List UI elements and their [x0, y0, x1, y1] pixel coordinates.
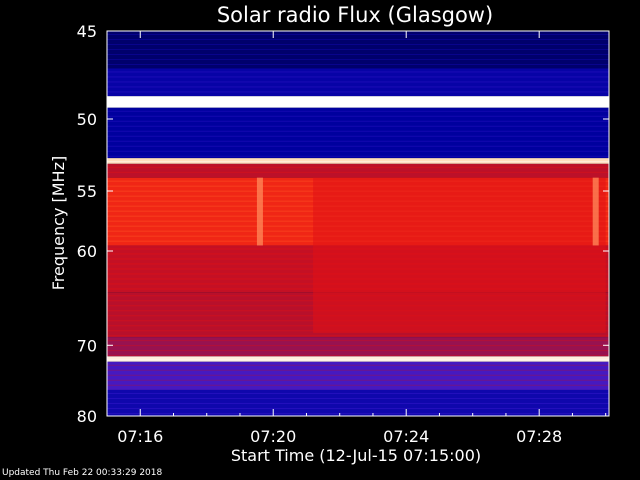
band-stripe [107, 340, 609, 342]
band-stripe [107, 350, 609, 352]
band-stripe [107, 374, 609, 376]
band-stripe [107, 369, 609, 371]
frequency-band [107, 163, 609, 178]
band-stripe [107, 145, 609, 147]
band-stripe [107, 335, 609, 337]
vertical-events [256, 177, 599, 246]
band-stripe [107, 71, 609, 73]
band-stripe [107, 54, 609, 55]
band-stripe [107, 407, 609, 409]
update-timestamp: Updated Thu Feb 22 00:33:29 2018 [2, 468, 163, 478]
enhanced-emission-region [313, 177, 606, 333]
band-stripe [107, 412, 609, 414]
band-stripe [107, 345, 609, 347]
band-stripe [107, 171, 609, 173]
x-tick-label: 07:20 [250, 427, 296, 446]
band-stripe [107, 44, 609, 45]
band-stripe [107, 91, 609, 93]
band-stripe [107, 115, 609, 117]
band-stripe [107, 140, 609, 142]
frequency-band [107, 158, 609, 164]
spectrogram-heatmap [106, 30, 610, 417]
band-stripe [107, 49, 609, 50]
band-stripe [107, 64, 609, 65]
band-stripe [107, 364, 609, 366]
enhanced-region-mark [313, 177, 606, 333]
y-tick-label: 80 [77, 407, 97, 426]
band-stripe [107, 397, 609, 399]
x-tick-label: 07:28 [516, 427, 562, 446]
plot-frame [106, 30, 610, 417]
y-tick-label: 50 [77, 110, 97, 129]
band-stripe [107, 99, 609, 101]
band-stripe [107, 39, 609, 40]
band-stripe [107, 384, 609, 386]
band-stripe [107, 86, 609, 88]
band-stripe [107, 150, 609, 152]
band-stripe [107, 402, 609, 404]
band-stripe [107, 359, 609, 361]
frequency-band [107, 107, 609, 159]
frequency-band [107, 337, 609, 357]
x-axis: 07:16 07:20 07:24 07:28 [106, 31, 607, 446]
frequency-band [107, 356, 609, 362]
band-stripe [107, 355, 609, 357]
band-stripe [107, 34, 609, 35]
y-tick-label: 70 [77, 336, 97, 355]
band-stripe [107, 155, 609, 157]
vertical-event-mark [592, 177, 599, 246]
y-tick-label: 45 [77, 22, 97, 41]
vertical-event-mark [256, 177, 263, 246]
band-stripe [107, 81, 609, 83]
band-stripe [107, 120, 609, 122]
band-stripe [107, 125, 609, 127]
band-stripe [107, 130, 609, 132]
band-stripe [107, 110, 609, 112]
x-axis-label: Start Time (12-Jul-15 07:15:00) [231, 446, 481, 465]
chart-title: Solar radio Flux (Glasgow) [217, 3, 493, 27]
y-tick-label: 60 [77, 242, 97, 261]
band-stripe [107, 379, 609, 381]
y-tick-label: 55 [77, 182, 97, 201]
y-axis-label: Frequency [MHz] [49, 156, 68, 290]
frequency-band [107, 96, 609, 108]
band-stripe [107, 76, 609, 78]
x-tick-label: 07:16 [117, 427, 163, 446]
band-stripe [107, 59, 609, 60]
band-stripe [107, 104, 609, 106]
x-tick-label: 07:24 [383, 427, 429, 446]
band-stripe [107, 392, 609, 394]
y-axis: 45 50 55 60 70 80 [77, 22, 609, 426]
band-stripe [107, 166, 609, 168]
band-stripe [107, 135, 609, 137]
band-stripe [107, 161, 609, 163]
